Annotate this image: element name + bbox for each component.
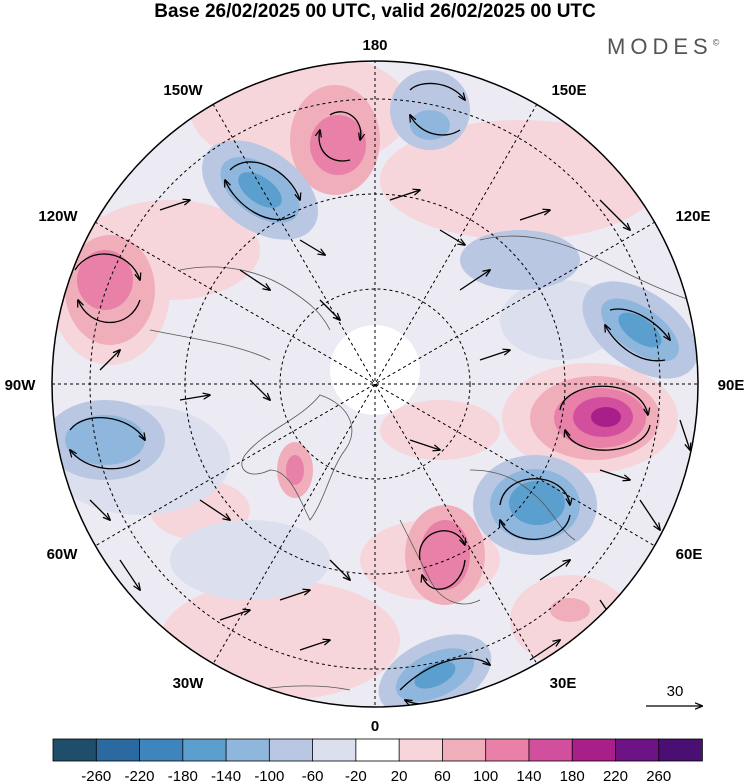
colorbar-label: -20 bbox=[345, 768, 367, 783]
colorbar-swatch bbox=[312, 738, 357, 762]
colorbar-swatch bbox=[398, 738, 444, 762]
colorbar-swatch bbox=[225, 738, 271, 762]
brand-logo: MODES© bbox=[607, 34, 719, 60]
colorbar-swatch bbox=[52, 738, 98, 762]
lon-label-90e: 90E bbox=[718, 377, 745, 394]
colorbar-label: -260 bbox=[81, 768, 111, 783]
colorbar-swatch bbox=[95, 738, 141, 762]
colorbar-labels: -260 -220 -180 -140 -100 -60 -20 20 60 100 140 180 2… bbox=[81, 768, 671, 783]
colorbar-swatch bbox=[615, 738, 660, 762]
colorbar-swatch bbox=[571, 738, 617, 762]
colorbar-label: 60 bbox=[434, 768, 451, 783]
colorbar-label: -220 bbox=[125, 768, 155, 783]
colorbar-label: -140 bbox=[211, 768, 241, 783]
lon-label-30w: 30W bbox=[173, 675, 205, 692]
colorbar-swatch bbox=[182, 738, 227, 762]
lon-label-120e: 120E bbox=[675, 208, 710, 225]
colorbar-label: -60 bbox=[302, 768, 324, 783]
colorbar-label: 20 bbox=[391, 768, 408, 783]
reference-vector-label: 30 bbox=[667, 683, 684, 700]
colorbar-label: 100 bbox=[473, 768, 498, 783]
wind-vectors bbox=[70, 82, 690, 704]
colorbar-label: 260 bbox=[646, 768, 671, 783]
reference-vector: 30 bbox=[646, 683, 702, 706]
lon-label-0: 0 bbox=[371, 718, 379, 735]
lon-label-150w: 150W bbox=[163, 82, 203, 99]
colorbar-label: 220 bbox=[603, 768, 628, 783]
colorbar-swatch bbox=[268, 738, 314, 762]
colorbar-label: -180 bbox=[168, 768, 198, 783]
graticule bbox=[52, 61, 698, 707]
lon-label-90w: 90W bbox=[5, 377, 37, 394]
colorbar-swatch bbox=[441, 738, 487, 762]
brand-name: MODES bbox=[607, 34, 713, 59]
brand-mark: © bbox=[712, 37, 720, 48]
colorbar-swatch bbox=[355, 738, 400, 762]
map-title: Base 26/02/2025 00 UTC, valid 26/02/2025… bbox=[154, 1, 596, 22]
colorbar-swatch bbox=[139, 738, 184, 762]
colorbar-swatch bbox=[658, 738, 703, 762]
colorbar-swatch bbox=[528, 738, 573, 762]
lon-label-30e: 30E bbox=[550, 675, 577, 692]
lon-label-180: 180 bbox=[362, 37, 387, 54]
lon-label-60e: 60E bbox=[676, 546, 703, 563]
colorbar bbox=[52, 738, 703, 762]
lon-label-150e: 150E bbox=[551, 82, 586, 99]
colorbar-label: -100 bbox=[254, 768, 284, 783]
map-frame bbox=[51, 60, 699, 708]
colorbar-label: 180 bbox=[560, 768, 585, 783]
lon-label-120w: 120W bbox=[38, 208, 78, 225]
colorbar-label: 140 bbox=[516, 768, 541, 783]
lon-label-60w: 60W bbox=[47, 546, 79, 563]
coastlines bbox=[149, 235, 691, 701]
colorbar-swatch bbox=[485, 738, 530, 762]
longitude-labels: 180 0 90W 90E 150W 120W 150E 120E 60W 30… bbox=[5, 37, 745, 735]
